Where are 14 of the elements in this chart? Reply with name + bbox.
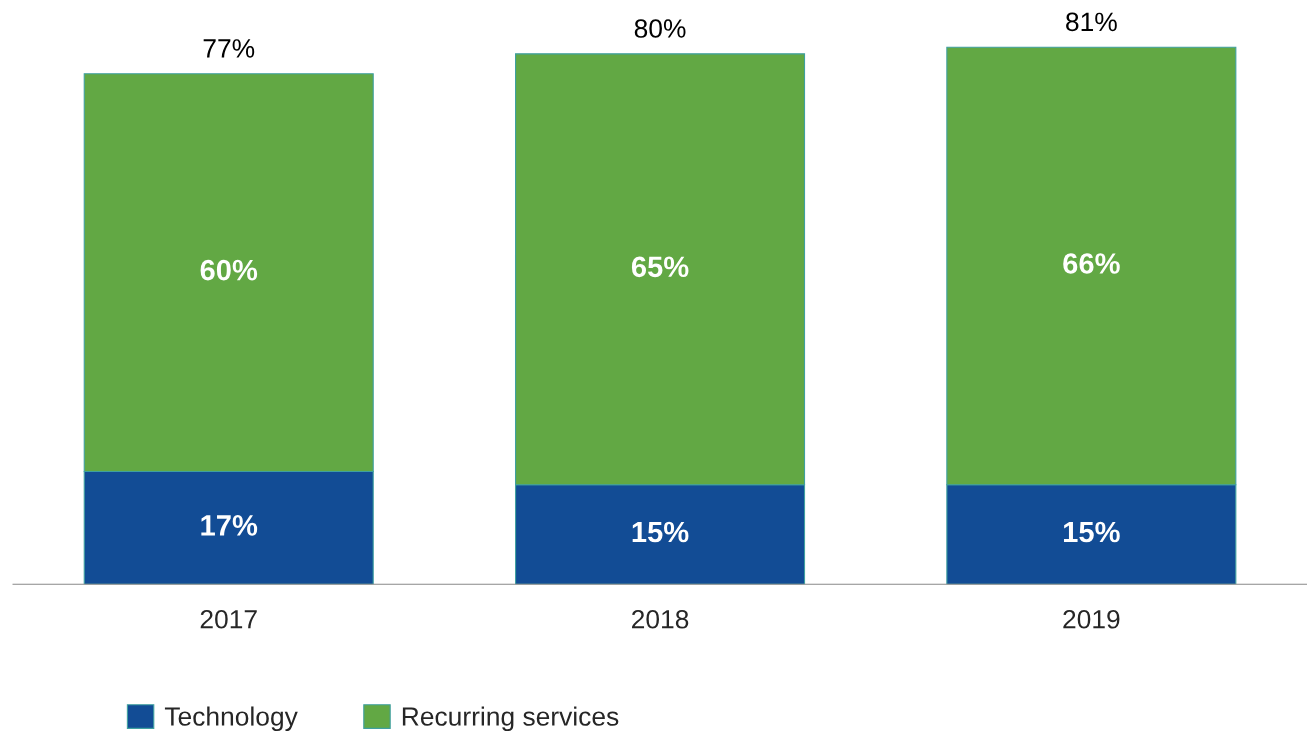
x-tick-label: 2019 [1063,609,1120,629]
total-label: 81% [1066,12,1117,32]
data-label: 66% [1063,253,1120,274]
legend-label: Recurring services [402,706,619,732]
data-label: 15% [632,521,689,543]
x-tick-label: 2017 [200,609,257,629]
total-label: 77% [203,39,255,58]
data-label: 15% [1063,521,1120,543]
total-label: 80% [634,19,686,38]
data-label: 17% [201,515,258,536]
data-label: 60% [200,259,258,281]
legend-label: Technology [164,706,298,732]
x-tick-label: 2018 [632,609,689,629]
data-label: 65% [631,256,689,278]
